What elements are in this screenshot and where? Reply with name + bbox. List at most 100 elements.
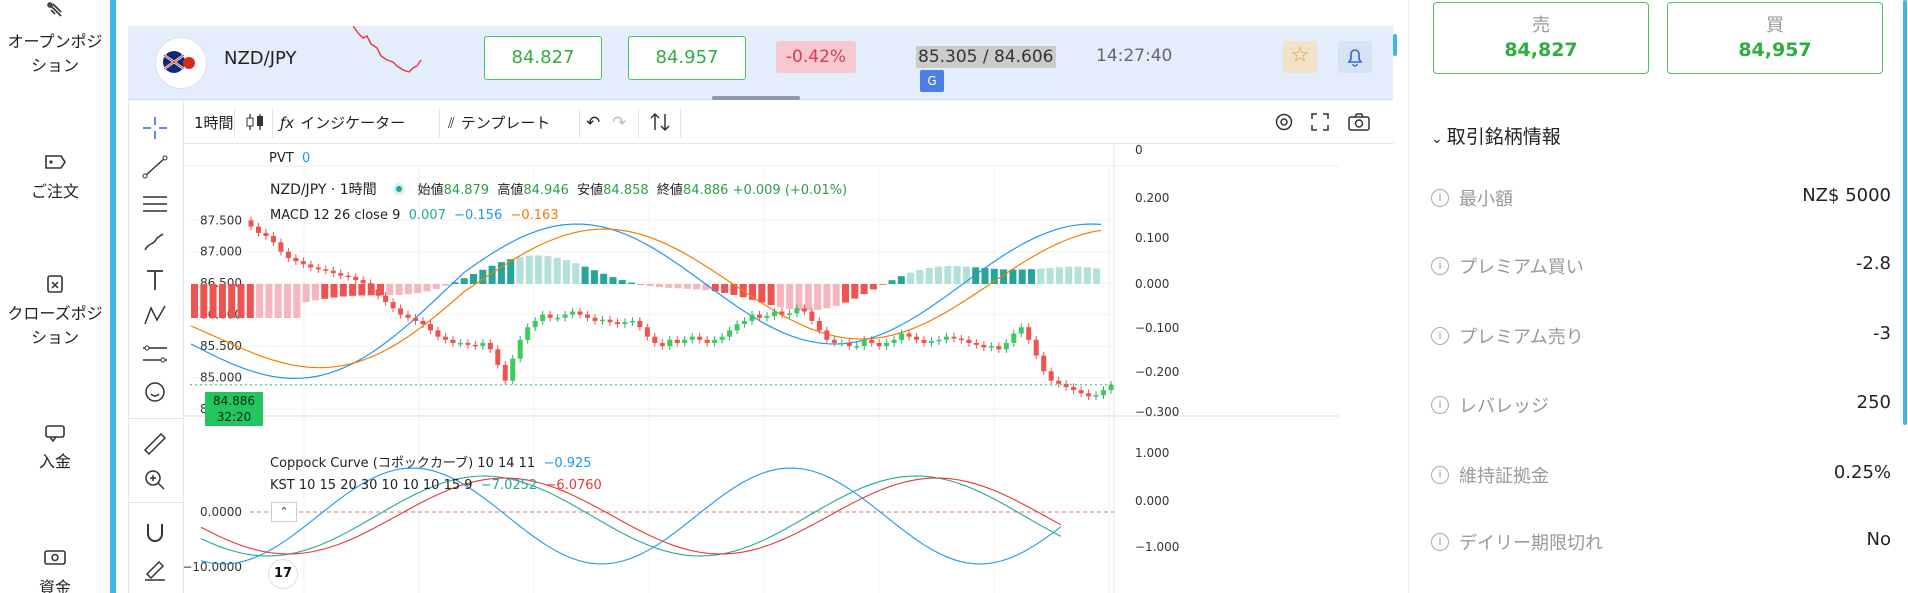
- candle-body: [427, 324, 433, 331]
- zoom-in-icon[interactable]: [139, 466, 171, 494]
- translate-icon[interactable]: G: [920, 70, 944, 92]
- templates-icon: ⫽: [448, 114, 455, 132]
- indicators-button[interactable]: ƒx インジケーター: [280, 112, 405, 134]
- close-position-icon: [47, 275, 63, 293]
- nav-item-deposit[interactable]: 入金: [0, 420, 110, 474]
- info-icon[interactable]: i: [1431, 466, 1449, 484]
- candle-body: [435, 330, 441, 337]
- lower-left-tick: −10.0000: [184, 560, 242, 574]
- undo-icon[interactable]: ↶: [586, 113, 601, 133]
- candle-body: [592, 317, 598, 321]
- nav-item-open-positions[interactable]: オープンポジ ション: [0, 0, 110, 78]
- candle-body: [547, 314, 553, 318]
- candle-body: [973, 342, 979, 345]
- candle-body: [510, 358, 516, 381]
- ruler-icon[interactable]: [139, 428, 171, 456]
- templates-button[interactable]: ⫽ テンプレート: [448, 112, 550, 134]
- info-icon[interactable]: i: [1431, 257, 1449, 275]
- kst-label: KST: [270, 478, 295, 493]
- macd-histogram-bar: [860, 284, 868, 295]
- right-panel: 売 84,827 買 84,957 ⌄ 取引銘柄情報 i 最小額 NZ$ 5000 i プ…: [1408, 0, 1908, 593]
- lock-drawings-icon[interactable]: [139, 554, 171, 582]
- alert-bell-icon[interactable]: [1338, 41, 1372, 73]
- low-label: 安値: [577, 183, 604, 198]
- instrument-info-toggle[interactable]: ⌄ 取引銘柄情報: [1431, 122, 1561, 149]
- candle-body: [757, 314, 763, 318]
- instrument-row[interactable]: NZD/JPY 84.827 84.957 -0.42% 85.305 / 84…: [128, 26, 1393, 100]
- crosshair-icon[interactable]: [139, 114, 171, 142]
- trendline-icon[interactable]: [139, 152, 171, 180]
- favorite-star-icon[interactable]: ☆: [1283, 41, 1317, 73]
- candle-body: [570, 311, 576, 315]
- macd-histogram-bar: [479, 269, 487, 284]
- candle-body: [891, 339, 897, 343]
- info-row: i プレミアム買い -2.8: [1431, 251, 1891, 281]
- compare-icon[interactable]: [648, 110, 672, 132]
- prediction-icon[interactable]: [139, 340, 171, 368]
- macd-histogram-bar: [414, 284, 422, 294]
- kst-signal-line: [200, 477, 1062, 555]
- interval-selector[interactable]: 1時間: [194, 114, 234, 132]
- macd-tick-label: 0: [1135, 144, 1143, 157]
- kst-value-2: −6.0760: [545, 478, 602, 493]
- sell-button[interactable]: 売 84,827: [1433, 2, 1649, 74]
- screenshot-camera-icon[interactable]: [1346, 110, 1372, 132]
- sell-price-box[interactable]: 84.827: [484, 36, 602, 80]
- order-icon: [45, 155, 66, 169]
- macd-histogram-bar: [1093, 268, 1101, 284]
- info-icon[interactable]: i: [1431, 189, 1449, 207]
- nav-item-orders[interactable]: ご注文: [0, 150, 110, 204]
- magnet-icon[interactable]: [139, 518, 171, 546]
- chart-widget[interactable]: 1時間 ƒx インジケーター ⫽ テンプレート ↶ ↷ 87.500 87.000 86…: [128, 100, 1394, 593]
- price-chart-canvas[interactable]: 87.50087.00086.50086.00085.50085.00084.5…: [184, 144, 1339, 593]
- row-resize-handle[interactable]: [712, 96, 800, 100]
- info-label: デイリー期限切れ: [1459, 533, 1603, 554]
- info-icon[interactable]: i: [1431, 533, 1449, 551]
- buy-price-box[interactable]: 84.957: [628, 36, 746, 80]
- info-icon[interactable]: i: [1431, 396, 1449, 414]
- candle-body: [644, 327, 650, 337]
- macd-histogram-bar: [767, 284, 775, 306]
- buy-button[interactable]: 買 84,957: [1667, 2, 1883, 74]
- drawing-toolbar: [129, 100, 184, 593]
- candle-style-icon[interactable]: [244, 110, 266, 132]
- coppock-line: [200, 467, 1062, 565]
- macd-histogram-bar: [972, 267, 980, 284]
- candle-body: [1033, 339, 1039, 356]
- macd-histogram-bar: [1055, 267, 1063, 284]
- coppock-label: Coppock Curve (コポックカーブ): [270, 456, 474, 471]
- fullscreen-icon[interactable]: [1308, 110, 1332, 132]
- high-label: 高値: [497, 183, 524, 198]
- collapse-pane-button[interactable]: ⌃: [271, 502, 297, 522]
- macd-histogram-bar: [665, 284, 673, 288]
- macd-histogram-bar: [563, 260, 570, 284]
- macd-histogram-bar: [795, 284, 803, 311]
- text-tool-icon[interactable]: [139, 266, 171, 294]
- emoji-icon[interactable]: [139, 378, 171, 406]
- signal-line: [190, 228, 1102, 369]
- candle-body: [368, 283, 374, 290]
- macd-histogram-bar: [1009, 269, 1017, 284]
- nav-item-funds[interactable]: 資金: [0, 546, 110, 593]
- tradingview-logo-icon[interactable]: 17: [269, 560, 297, 588]
- candle-body: [540, 314, 546, 321]
- pattern-icon[interactable]: [139, 302, 171, 330]
- macd-histogram-bar: [209, 284, 217, 318]
- nav-item-closed-positions[interactable]: クローズポジ ション: [0, 272, 110, 350]
- redo-icon[interactable]: ↷: [612, 113, 627, 133]
- horizontal-lines-icon[interactable]: [139, 190, 171, 218]
- info-label: プレミアム売り: [1459, 327, 1584, 348]
- info-icon[interactable]: i: [1431, 327, 1449, 345]
- macd-histogram-bar: [758, 284, 766, 303]
- brush-icon[interactable]: [139, 228, 171, 256]
- macd-histogram-bar: [256, 284, 264, 318]
- right-panel-scrollbar[interactable]: [1903, 0, 1907, 425]
- kst-value-1: −7.0252: [480, 478, 538, 493]
- info-row: i プレミアム売り -3: [1431, 321, 1891, 351]
- list-scrollbar[interactable]: [1393, 34, 1397, 56]
- current-price: 84.886: [213, 394, 255, 408]
- macd-histogram-bar: [507, 259, 515, 284]
- macd-histogram-bar: [572, 263, 580, 284]
- settings-gear-icon[interactable]: [1272, 110, 1296, 132]
- candle-body: [779, 311, 785, 315]
